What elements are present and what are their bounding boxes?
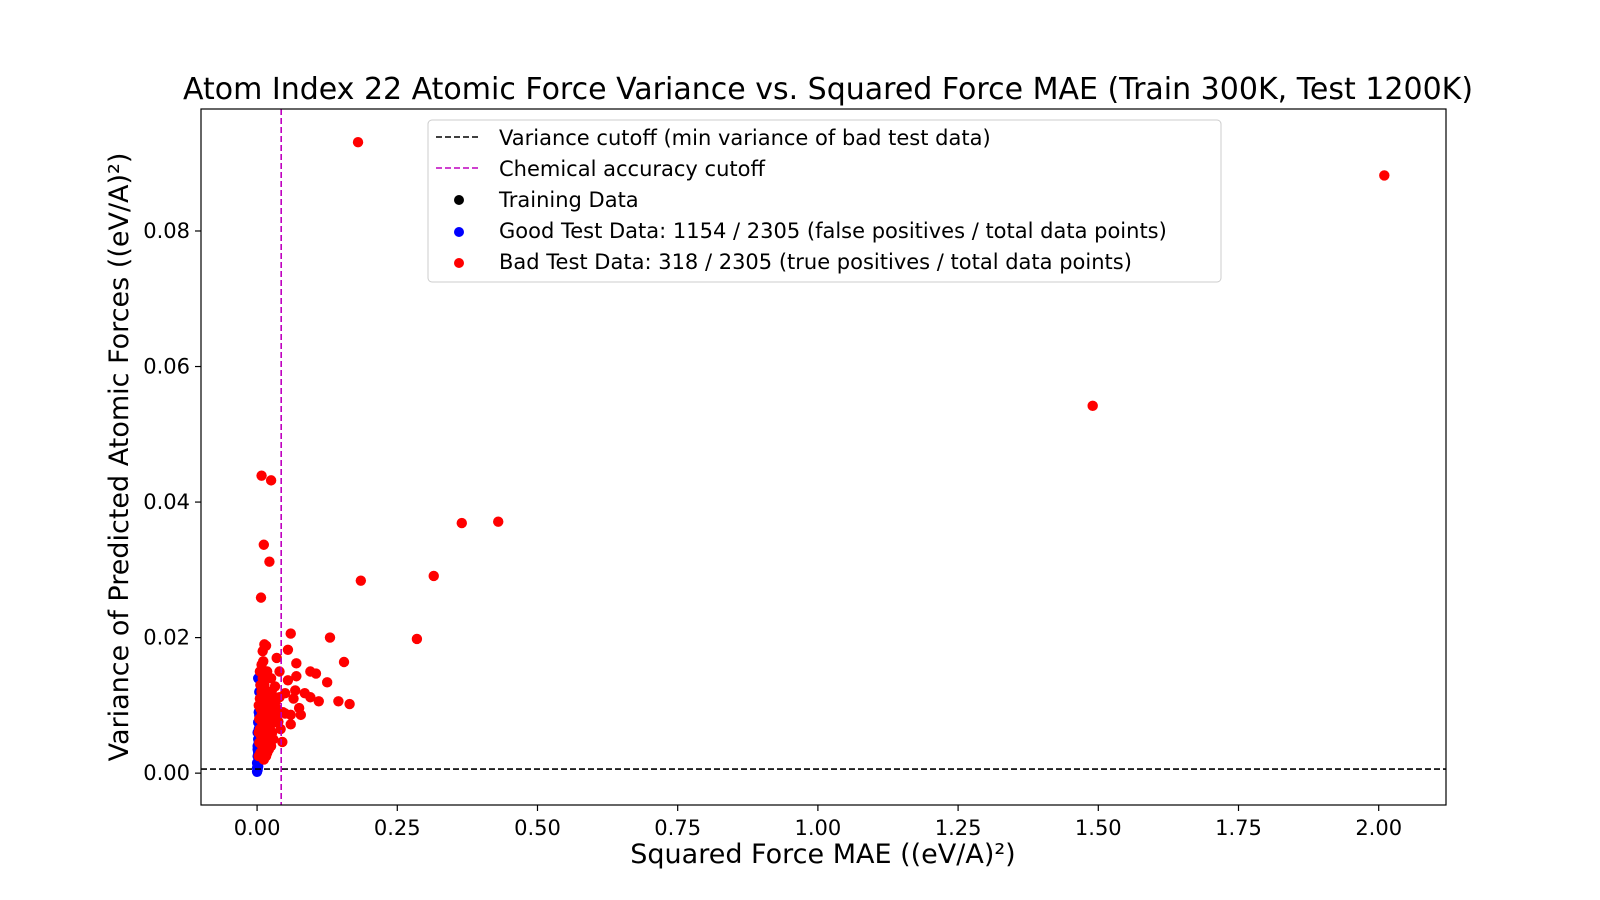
data-point xyxy=(270,696,281,708)
x-tick-label: 1.50 xyxy=(1075,816,1122,840)
legend-label-bad-test: Bad Test Data: 318 / 2305 (true positive… xyxy=(499,250,1132,274)
data-point xyxy=(456,517,467,529)
data-point xyxy=(291,658,302,669)
data-point xyxy=(265,475,277,486)
data-point xyxy=(411,633,423,645)
data-point xyxy=(313,696,324,707)
x-axis-label: Squared Force MAE ((eV/A)²) xyxy=(630,839,1015,870)
data-point xyxy=(324,632,336,643)
legend-label-chemical-accuracy: Chemical accuracy cutoff xyxy=(499,157,765,181)
legend-label-variance-cutoff: Variance cutoff (min variance of bad tes… xyxy=(499,126,991,150)
legend-box xyxy=(427,119,1222,283)
legend: Variance cutoff (min variance of bad tes… xyxy=(427,119,1222,283)
data-point xyxy=(256,470,267,481)
plot-area xyxy=(201,109,1446,805)
y-tick-label: 0.02 xyxy=(143,626,190,650)
data-point xyxy=(305,666,316,677)
x-tick-label: 2.00 xyxy=(1355,816,1402,840)
data-point xyxy=(355,575,367,586)
data-point xyxy=(344,698,355,710)
data-point xyxy=(282,644,294,656)
data-point xyxy=(253,751,264,762)
x-tick-label: 0.25 xyxy=(374,816,421,840)
data-point xyxy=(277,736,288,748)
data-point xyxy=(291,671,302,682)
data-point xyxy=(321,677,333,688)
data-point xyxy=(254,737,265,748)
data-point xyxy=(290,685,301,696)
x-tick-label: 1.75 xyxy=(1215,816,1262,840)
data-point xyxy=(352,137,364,148)
data-point xyxy=(275,723,286,735)
data-point xyxy=(1379,170,1390,181)
legend-marker-training xyxy=(454,195,464,205)
x-tick-label: 1.25 xyxy=(935,816,982,840)
data-point xyxy=(288,693,299,704)
y-tick-label: 0.00 xyxy=(143,761,190,785)
y-axis: 0.00 0.02 0.04 0.06 0.08 xyxy=(143,219,201,785)
y-tick-label: 0.08 xyxy=(143,219,190,243)
data-point xyxy=(338,656,350,668)
data-point xyxy=(493,516,504,527)
data-point xyxy=(259,639,270,650)
data-point xyxy=(274,666,285,677)
data-point xyxy=(255,592,267,603)
data-point xyxy=(299,687,310,699)
data-point xyxy=(253,727,264,738)
data-point xyxy=(258,539,270,550)
data-point xyxy=(295,709,307,721)
plot-frame xyxy=(200,108,1447,806)
chart-title: Atom Index 22 Atomic Force Variance vs. … xyxy=(183,72,1473,107)
data-point xyxy=(1087,400,1098,412)
data-point xyxy=(333,696,344,707)
data-point xyxy=(258,656,269,667)
series-bad-test xyxy=(253,137,1390,765)
data-point xyxy=(266,686,277,698)
data-point xyxy=(260,751,272,762)
data-point xyxy=(256,683,268,694)
data-point xyxy=(279,708,291,719)
data-point xyxy=(251,762,263,773)
x-tick-label: 0.50 xyxy=(514,816,561,840)
data-point xyxy=(268,734,279,745)
data-point xyxy=(285,719,296,730)
legend-marker-good-test xyxy=(454,227,464,237)
data-point xyxy=(271,652,282,664)
data-point xyxy=(259,710,271,721)
y-tick-label: 0.04 xyxy=(143,490,190,514)
data-point xyxy=(254,666,266,677)
y-axis-label: Variance of Predicted Atomic Forces ((eV… xyxy=(104,153,135,762)
legend-marker-bad-test xyxy=(454,258,464,268)
x-tick-label: 1.00 xyxy=(795,816,842,840)
data-point xyxy=(428,570,439,582)
y-tick-label: 0.06 xyxy=(143,355,190,379)
data-point xyxy=(282,675,294,686)
data-point xyxy=(253,700,264,711)
data-point xyxy=(285,628,296,639)
data-point xyxy=(264,556,275,567)
x-tick-label: 0.75 xyxy=(654,816,701,840)
legend-label-good-test: Good Test Data: 1154 / 2305 (false posit… xyxy=(499,219,1167,243)
x-axis: 0.00 0.25 0.50 0.75 1.00 1.25 1.50 1.75 2.00 xyxy=(234,805,1402,840)
x-tick-label: 0.00 xyxy=(234,816,281,840)
legend-label-training: Training Data xyxy=(498,188,639,212)
